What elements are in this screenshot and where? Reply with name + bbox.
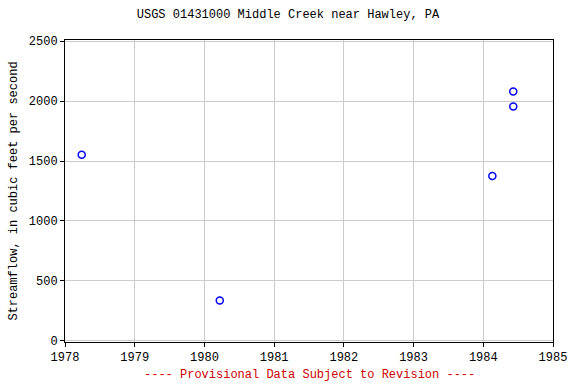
svg-text:Streamflow, in cubic feet per: Streamflow, in cubic feet per second [7, 61, 21, 320]
svg-text:1985: 1985 [539, 351, 568, 365]
svg-text:USGS 01431000 Middle Creek nea: USGS 01431000 Middle Creek near Hawley, … [137, 8, 440, 22]
svg-text:0: 0 [50, 335, 57, 349]
svg-text:2500: 2500 [29, 35, 58, 49]
svg-text:500: 500 [36, 275, 58, 289]
svg-text:---- Provisional Data Subject: ---- Provisional Data Subject to Revisio… [144, 368, 475, 382]
svg-text:1500: 1500 [29, 155, 58, 169]
svg-text:1981: 1981 [260, 351, 289, 365]
svg-text:1984: 1984 [469, 351, 498, 365]
svg-text:1983: 1983 [399, 351, 428, 365]
svg-text:1980: 1980 [190, 351, 219, 365]
svg-text:1982: 1982 [329, 351, 358, 365]
svg-text:1979: 1979 [120, 351, 149, 365]
svg-text:2000: 2000 [29, 95, 58, 109]
svg-text:1000: 1000 [29, 215, 58, 229]
svg-text:1978: 1978 [51, 351, 80, 365]
